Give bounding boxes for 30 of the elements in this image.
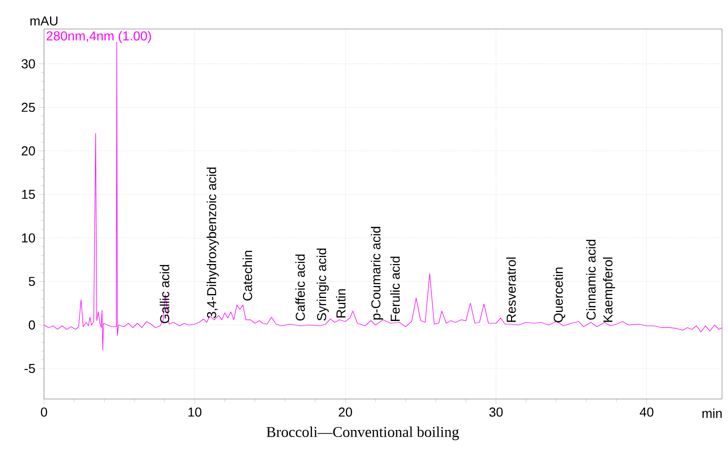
y-tick-label: -5: [24, 364, 35, 374]
y-tick-label: 15: [22, 190, 35, 199]
annotation: Caffeic acid: [295, 254, 305, 321]
annotation: Resveratrol: [506, 258, 516, 322]
x-tick-label: 30: [489, 408, 503, 417]
y-tick-label: 10: [22, 233, 35, 243]
x-tick-label: 0: [40, 408, 48, 417]
y-tick-label: 0: [28, 320, 35, 330]
annotation: Syringic acid: [316, 248, 329, 321]
x-axis-title: min: [702, 408, 722, 418]
annotation: Ferulic acid: [390, 256, 400, 321]
y-tick-label: 20: [22, 146, 35, 156]
annotation: p-Coumaric acid: [370, 226, 384, 320]
text: Broccoli—Conventional boiling: [266, 426, 459, 440]
line-series: [44, 42, 722, 351]
x-tick-label: 40: [640, 408, 654, 417]
series-label: 280nm,4nm (1.00): [46, 30, 151, 44]
annotation: 3,4-Dihydroxybenzoic acid: [206, 168, 219, 318]
y-tick-label: 5: [28, 276, 35, 286]
annotation: Rutin: [336, 289, 346, 318]
y-tick-label: 25: [22, 102, 35, 112]
y-tick-label: 30: [22, 59, 35, 68]
annotation: Cinnamic acid: [586, 240, 596, 320]
y-axis-title: mAU: [30, 16, 58, 26]
annotation: Catechin: [242, 250, 252, 301]
annotation: Gallic acid: [160, 264, 170, 324]
annotation: Kaempferol: [602, 258, 616, 322]
x-tick-label: 10: [188, 408, 202, 417]
x-tick-label: 20: [338, 408, 352, 417]
annotation: Quercetin: [553, 268, 566, 322]
